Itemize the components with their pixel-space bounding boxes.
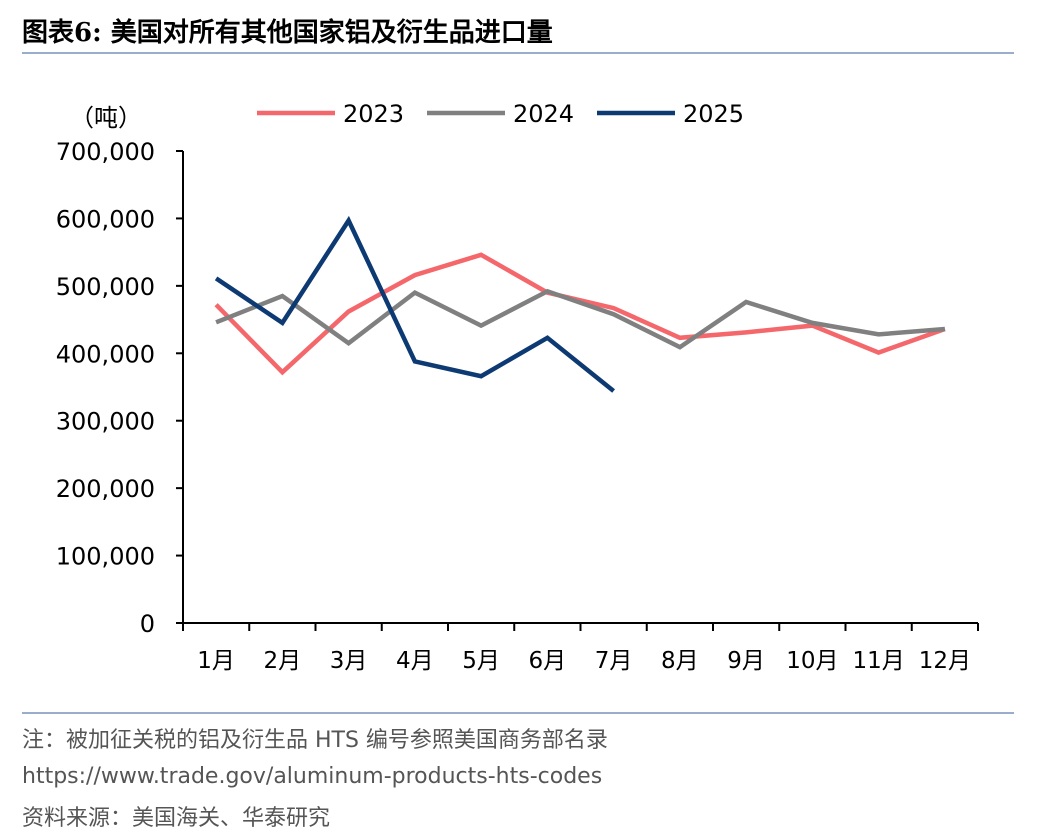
- y-axis: 0 100,000 200,000 300,000 400,000 500,000 600,…: [56, 138, 184, 638]
- series-line-2025: [214, 215, 616, 393]
- figure-title: 图表6: 美国对所有其他国家铝及衍生品进口量: [22, 18, 553, 48]
- x-tick-label: 4月: [396, 648, 434, 674]
- source-text: 资料来源：美国海关、华泰研究: [22, 806, 331, 831]
- y-tick-label: 400,000: [56, 340, 155, 368]
- y-tick-label: 300,000: [56, 408, 155, 436]
- x-tick-label: 1月: [197, 648, 235, 674]
- x-tick-label: 10月: [786, 648, 838, 674]
- chart-note: 注：被加征关税的铝及衍生品 HTS 编号参照美国商务部名录: [22, 728, 608, 753]
- x-tick-label: 2月: [264, 648, 302, 674]
- legend: 2023 2024 2025: [257, 100, 744, 128]
- y-tick-label: 700,000: [56, 138, 155, 166]
- legend-label-2024: 2024: [513, 100, 574, 128]
- y-tick-label: 0: [140, 610, 155, 638]
- x-tick-label: 12月: [919, 648, 971, 674]
- x-tick-label: 9月: [727, 648, 765, 674]
- series-line-2024: [215, 288, 946, 350]
- line-chart: 0 100,000 200,000 300,000 400,000 500,000 600,…: [56, 100, 979, 674]
- series-line-2023: [214, 252, 946, 376]
- legend-label-2023: 2023: [343, 100, 404, 128]
- footer-rule: [22, 712, 1014, 714]
- y-tick-label: 600,000: [56, 205, 155, 233]
- y-axis-unit: （吨）: [70, 104, 142, 132]
- source-url: https://www.trade.gov/aluminum-products-…: [22, 764, 603, 789]
- x-tick-label: 8月: [661, 648, 699, 674]
- y-tick-label: 200,000: [56, 475, 155, 503]
- x-tick-label: 3月: [330, 648, 368, 674]
- x-tick-label: 5月: [462, 648, 500, 674]
- legend-label-2025: 2025: [683, 100, 744, 128]
- x-tick-label: 6月: [529, 648, 567, 674]
- x-axis: 1月 2月 3月 4月 5月 6月 7月 8月 9月 10月 11月 12月: [182, 622, 979, 674]
- x-tick-label: 7月: [595, 648, 633, 674]
- series-lines: [214, 215, 946, 393]
- title-rule: [22, 52, 1014, 54]
- y-tick-label: 500,000: [56, 273, 155, 301]
- x-tick-label: 11月: [852, 648, 904, 674]
- y-tick-label: 100,000: [56, 543, 155, 571]
